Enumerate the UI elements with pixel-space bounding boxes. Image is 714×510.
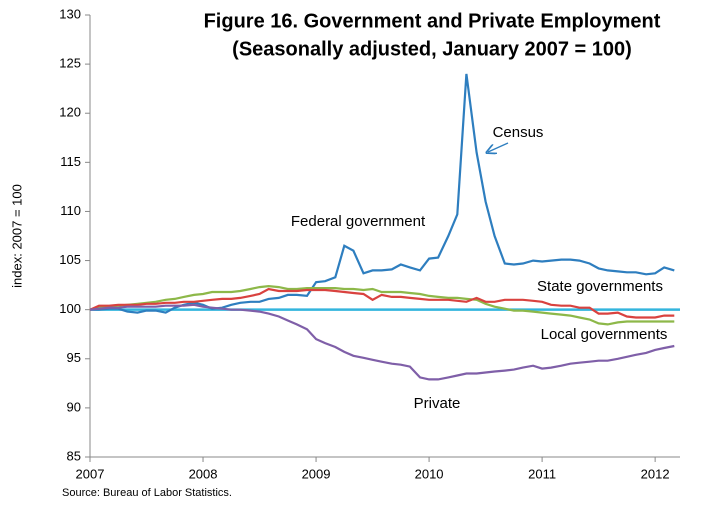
series-line: [90, 73, 675, 314]
series-label: Private: [414, 395, 461, 412]
source: Source: Bureau of Labor Statistics.: [62, 487, 232, 499]
x-tick-label: 2012: [641, 466, 670, 481]
x-tick-label: 2008: [189, 466, 218, 481]
y-tick-label: 100: [59, 301, 81, 316]
x-tick-label: 2011: [528, 466, 556, 481]
y-tick-label: 120: [59, 105, 81, 120]
y-tick-label: 85: [67, 448, 81, 463]
chart-subtitle: (Seasonally adjusted, January 2007 = 100…: [232, 38, 632, 60]
y-tick-label: 125: [59, 56, 81, 71]
series-line: [89, 303, 675, 381]
series-label: State governments: [537, 278, 663, 295]
series-label: Local governments: [541, 326, 668, 343]
y-tick-label: 90: [67, 399, 81, 414]
y-tick-label: 95: [67, 350, 81, 365]
y-tick-label: 110: [60, 203, 81, 218]
x-tick-label: 2007: [76, 466, 105, 481]
series-label: Federal government: [291, 213, 426, 230]
y-axis-label: index: 2007 = 100: [9, 184, 24, 288]
annotation-arrow: [488, 142, 509, 152]
x-tick-label: 2010: [415, 466, 444, 481]
y-tick-label: 105: [59, 252, 81, 267]
series-line: [89, 284, 675, 326]
x-tick-label: 2009: [302, 466, 331, 481]
series-line: [89, 287, 675, 319]
y-tick-label: 130: [59, 6, 81, 21]
annotation: Census: [493, 124, 544, 141]
chart-title: Figure 16. Government and Private Employ…: [204, 10, 661, 32]
y-tick-label: 115: [60, 154, 81, 169]
